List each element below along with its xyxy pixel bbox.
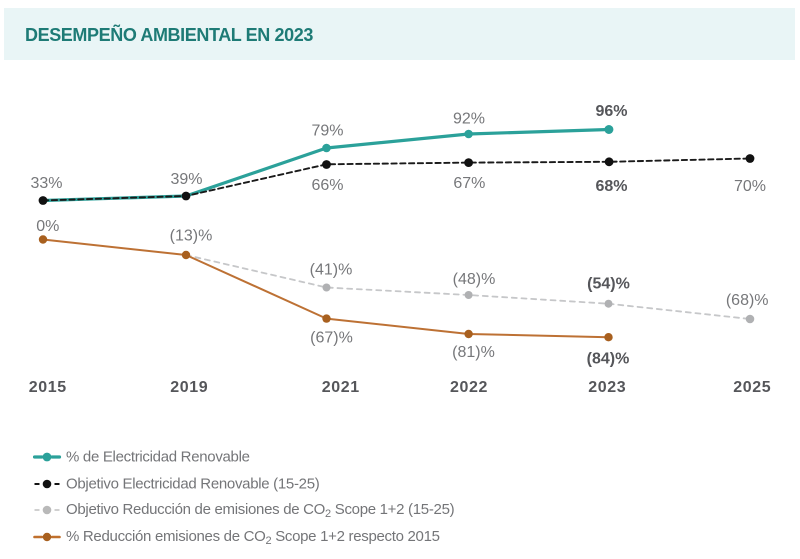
- svg-text:0%: 0%: [36, 218, 59, 235]
- svg-text:2023: 2023: [588, 379, 626, 396]
- svg-text:(81)%: (81)%: [452, 344, 495, 361]
- svg-text:79%: 79%: [311, 123, 343, 140]
- svg-text:2021: 2021: [322, 379, 360, 396]
- svg-text:2015: 2015: [29, 379, 67, 396]
- svg-text:(54)%: (54)%: [587, 276, 630, 293]
- svg-text:2022: 2022: [450, 379, 488, 396]
- svg-text:(68)%: (68)%: [726, 292, 769, 309]
- svg-text:(84)%: (84)%: [587, 350, 630, 367]
- svg-text:(67)%: (67)%: [310, 329, 353, 346]
- svg-text:2025: 2025: [733, 379, 771, 396]
- svg-text:(13)%: (13)%: [170, 227, 213, 244]
- svg-text:68%: 68%: [595, 178, 627, 195]
- svg-text:70%: 70%: [734, 178, 766, 195]
- svg-text:96%: 96%: [595, 103, 627, 120]
- svg-text:2019: 2019: [170, 379, 208, 396]
- svg-text:92%: 92%: [453, 111, 485, 128]
- svg-text:(48)%: (48)%: [453, 271, 496, 288]
- svg-text:33%: 33%: [30, 175, 62, 192]
- svg-text:67%: 67%: [453, 175, 485, 192]
- svg-text:66%: 66%: [311, 177, 343, 194]
- svg-text:(41)%: (41)%: [310, 262, 353, 279]
- svg-text:39%: 39%: [170, 171, 202, 188]
